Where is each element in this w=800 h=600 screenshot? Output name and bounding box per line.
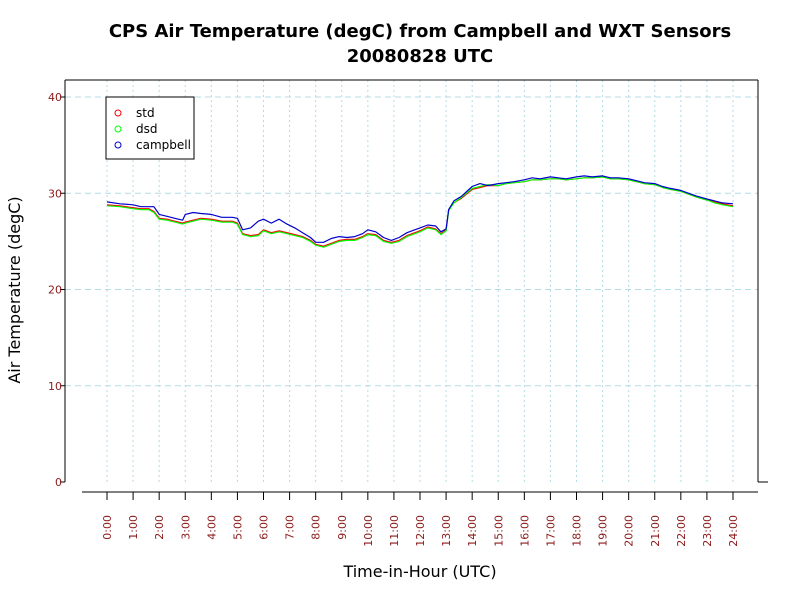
- chart-subtitle: 20080828 UTC: [347, 46, 494, 67]
- series-line-dsd: [106, 176, 734, 248]
- legend-label-dsd: dsd: [136, 122, 158, 136]
- x-tick-label: 3:00: [179, 515, 192, 540]
- data-series: [106, 175, 734, 248]
- x-tick-label: 0:00: [101, 515, 114, 540]
- series-line-campbell: [106, 175, 734, 243]
- x-tick-label: 14:00: [466, 515, 479, 547]
- x-tick-label: 11:00: [388, 515, 401, 547]
- legend-marker-campbell: [114, 141, 122, 149]
- x-tick-label: 21:00: [649, 515, 662, 547]
- chart-title: CPS Air Temperature (degC) from Campbell…: [109, 21, 731, 42]
- legend-marker-std: [114, 109, 122, 117]
- x-tick-label: 16:00: [518, 515, 531, 547]
- x-tick-label: 24:00: [727, 515, 740, 547]
- x-tick-label: 12:00: [414, 515, 427, 547]
- x-tick-label: 6:00: [258, 515, 271, 540]
- x-tick-label: 22:00: [675, 515, 688, 547]
- y-tick-label: 20: [48, 284, 62, 297]
- legend: std dsd campbell: [105, 96, 195, 160]
- legend-label-campbell: campbell: [136, 138, 191, 152]
- legend-marker-dsd: [114, 125, 122, 133]
- y-tick-label: 30: [48, 187, 62, 200]
- legend-label-std: std: [136, 106, 155, 120]
- x-tick-label: 23:00: [701, 515, 714, 547]
- x-axis-ticks: 0:00 1:00 2:00 3:00 4:00 5:00 6:00 7:00 8:00 9:00…: [101, 492, 740, 547]
- x-tick-label: 1:00: [127, 515, 140, 540]
- x-tick-label: 5:00: [231, 515, 244, 540]
- x-tick-label: 8:00: [310, 515, 323, 540]
- x-tick-label: 4:00: [205, 515, 218, 540]
- y-axis-label: Air Temperature (degC): [5, 196, 24, 383]
- x-tick-label: 9:00: [336, 515, 349, 540]
- x-tick-label: 19:00: [597, 515, 610, 547]
- y-tick-label: 0: [55, 476, 62, 489]
- x-tick-label: 18:00: [571, 515, 584, 547]
- y-tick-label: 40: [48, 91, 62, 104]
- x-tick-label: 7:00: [284, 515, 297, 540]
- x-tick-label: 17:00: [544, 515, 557, 547]
- x-tick-label: 10:00: [362, 515, 375, 547]
- y-tick-label: 10: [48, 380, 62, 393]
- y-axis-ticks: 0 10 20 30 40: [48, 91, 65, 489]
- x-axis-label: Time-in-Hour (UTC): [342, 562, 496, 581]
- x-tick-label: 13:00: [440, 515, 453, 547]
- x-tick-label: 20:00: [623, 515, 636, 547]
- x-tick-label: 2:00: [153, 515, 166, 540]
- x-tick-label: 15:00: [492, 515, 505, 547]
